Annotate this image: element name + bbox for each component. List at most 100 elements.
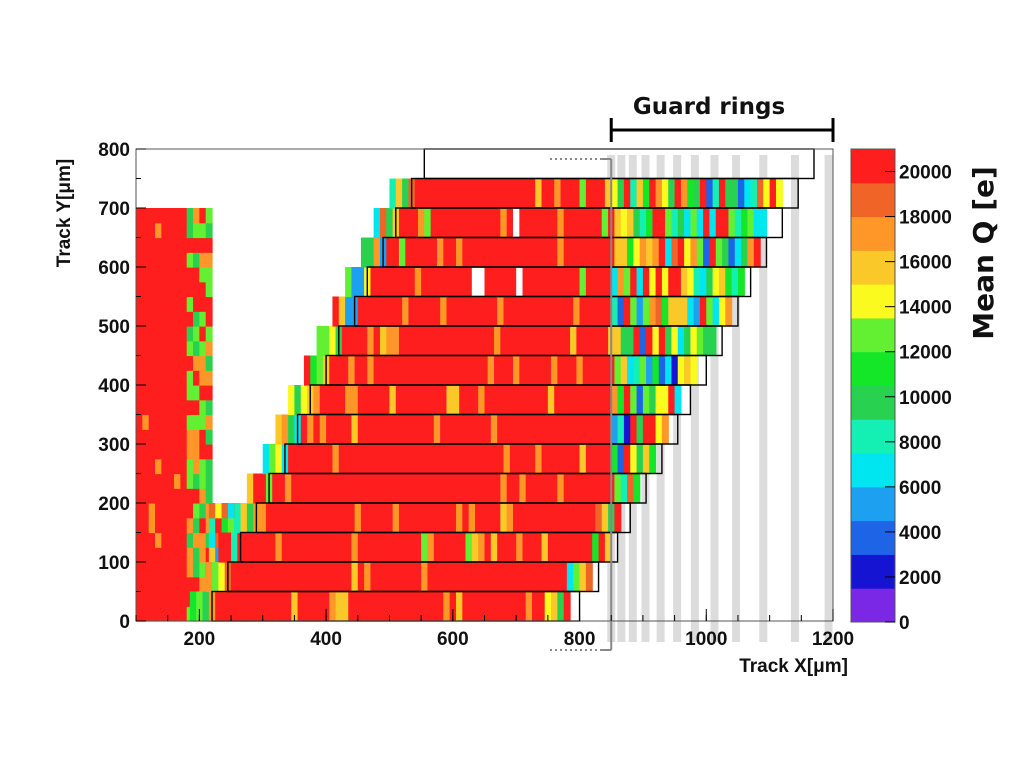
heat-cell (522, 562, 530, 593)
heat-cell (205, 562, 213, 593)
heat-cell (341, 473, 349, 504)
heat-cell (693, 267, 701, 298)
heat-cell (142, 606, 150, 622)
colorbar-tick-label: 14000 (899, 298, 952, 319)
heat-cell (652, 355, 660, 386)
heat-cell (186, 473, 194, 489)
heat-cell (459, 414, 467, 445)
heat-cell (294, 385, 302, 416)
heat-cell (360, 473, 368, 504)
heat-cell (487, 237, 495, 268)
heat-cell (288, 444, 296, 475)
heat-cell (148, 576, 156, 593)
heat-cell (167, 591, 175, 607)
heat-cell (712, 178, 720, 209)
y-tick-label: 500 (98, 317, 130, 338)
heat-cell (319, 444, 327, 475)
heat-cell (161, 444, 169, 460)
heat-cell (322, 326, 330, 357)
heat-cell (718, 178, 726, 209)
heat-cell (329, 503, 337, 534)
heat-cell (601, 237, 609, 268)
heat-cell (433, 532, 441, 563)
heat-cell (601, 208, 609, 239)
heat-cell (484, 562, 492, 593)
heat-cell (601, 326, 609, 357)
heat-cell (313, 444, 321, 475)
heat-cell (573, 562, 581, 593)
heat-cell (408, 296, 416, 327)
heat-cell (547, 178, 555, 209)
heat-cell (370, 562, 378, 593)
heat-cell (174, 355, 181, 371)
heat-cell (199, 488, 207, 504)
heat-cell (421, 385, 429, 416)
heat-cell (750, 178, 758, 209)
heat-cell (395, 385, 403, 416)
heat-cell (677, 355, 685, 386)
heat-cell (376, 414, 384, 445)
heat-cell (551, 237, 558, 268)
heat-cell (452, 562, 460, 593)
heat-cell (288, 562, 296, 593)
heat-cell (136, 488, 143, 504)
heat-cell (449, 503, 457, 534)
heat-cell (427, 178, 435, 209)
heat-cell (338, 385, 346, 416)
heat-cell (563, 355, 571, 386)
heat-cell (174, 429, 181, 445)
heat-cell (411, 591, 419, 622)
heat-cell (414, 444, 422, 475)
heat-cell (535, 414, 543, 445)
heat-cell (699, 267, 707, 298)
heat-cell (161, 237, 169, 253)
heat-cell (417, 355, 425, 386)
heat-cell (652, 208, 660, 239)
heat-cell (446, 562, 454, 593)
heat-cell (310, 355, 318, 386)
heat-cell (554, 532, 562, 563)
heat-cell (598, 414, 606, 445)
heat-cell (642, 178, 650, 209)
heat-cell (490, 444, 498, 475)
heat-cell (405, 503, 413, 534)
heat-cell (566, 267, 574, 298)
heat-cell (528, 414, 536, 445)
heat-cell (193, 547, 200, 563)
heat-cell (452, 267, 460, 298)
heat-cell (465, 532, 473, 563)
heat-cell (642, 385, 650, 416)
heat-cell (595, 208, 603, 239)
heat-cell (180, 562, 188, 578)
heat-cell (297, 591, 305, 622)
heat-cell (490, 562, 498, 593)
heat-cell (436, 473, 444, 504)
heat-cell (579, 385, 587, 416)
heat-cell (307, 414, 315, 445)
heat-cell (760, 208, 768, 239)
heat-cell (142, 385, 150, 401)
heat-cell (503, 532, 511, 563)
heat-cell (481, 473, 489, 504)
heat-cell (186, 267, 194, 283)
heat-cell (623, 385, 631, 416)
colorbar-tick-label: 20000 (899, 163, 952, 184)
heat-cell (186, 444, 194, 460)
heat-cell (668, 296, 676, 327)
heat-cell (513, 473, 520, 504)
heat-cell (389, 296, 397, 327)
heat-cell (671, 326, 679, 357)
heat-cell (348, 473, 356, 504)
heat-cell (354, 473, 362, 504)
heat-cell (417, 503, 425, 534)
heat-cell (468, 326, 476, 357)
y-tick-label: 800 (98, 140, 130, 161)
heat-cell (186, 326, 194, 342)
heat-cell (155, 458, 162, 475)
heat-cell (551, 326, 558, 357)
heat-cell (272, 473, 280, 504)
heat-cell (348, 503, 356, 534)
heat-cell (737, 267, 745, 298)
heat-cell (576, 355, 584, 386)
heat-cell (389, 532, 397, 563)
